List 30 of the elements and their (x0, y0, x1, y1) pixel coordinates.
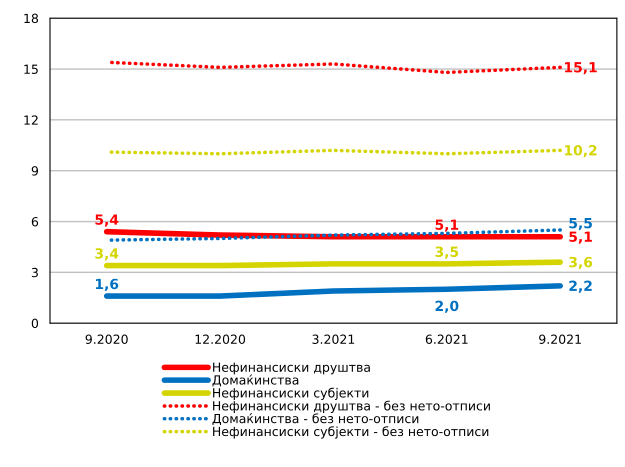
x-tick-label: 6.2021 (426, 334, 468, 344)
data-label: 15,1 (565, 62, 597, 74)
legend-label: Домаќинства - без нето-отписи (212, 413, 418, 426)
x-tick-label: 9.2020 (86, 334, 128, 344)
data-label: 5,4 (95, 214, 118, 227)
data-label: 5,1 (569, 232, 592, 244)
legend-label: Нефинансиски субјекти - без нето-отписи (213, 426, 488, 439)
data-label: 5,1 (436, 220, 458, 232)
legend-label: Домаќинства (212, 374, 298, 386)
y-tick-label: 6 (32, 216, 38, 226)
y-tick-label: 9 (32, 166, 38, 176)
data-label: 10,2 (565, 145, 597, 158)
x-tick-label: 12.2020 (196, 334, 246, 344)
y-tick-label: 18 (24, 14, 38, 24)
legend-label: Нефинансиски друштва (213, 362, 370, 374)
y-tick-label: 3 (32, 268, 38, 278)
y-tick-label: 12 (24, 115, 38, 125)
data-label: 1,6 (96, 278, 118, 291)
legend-label: Нефинансиски субјекти (213, 388, 368, 400)
data-label: 2,0 (436, 300, 458, 313)
x-tick-label: 9.2021 (539, 334, 581, 344)
data-label: 3,5 (435, 246, 458, 259)
data-label: 5,5 (569, 218, 592, 230)
data-label: 3,6 (569, 256, 592, 270)
y-tick-label: 0 (32, 318, 38, 328)
y-tick-label: 15 (24, 64, 38, 74)
data-label: 3,4 (95, 248, 118, 260)
data-label: 2,2 (569, 280, 592, 293)
x-tick-label: 3.2021 (312, 334, 354, 344)
legend-label: Нефинансиски друштва - без нето-отписи (213, 400, 490, 413)
